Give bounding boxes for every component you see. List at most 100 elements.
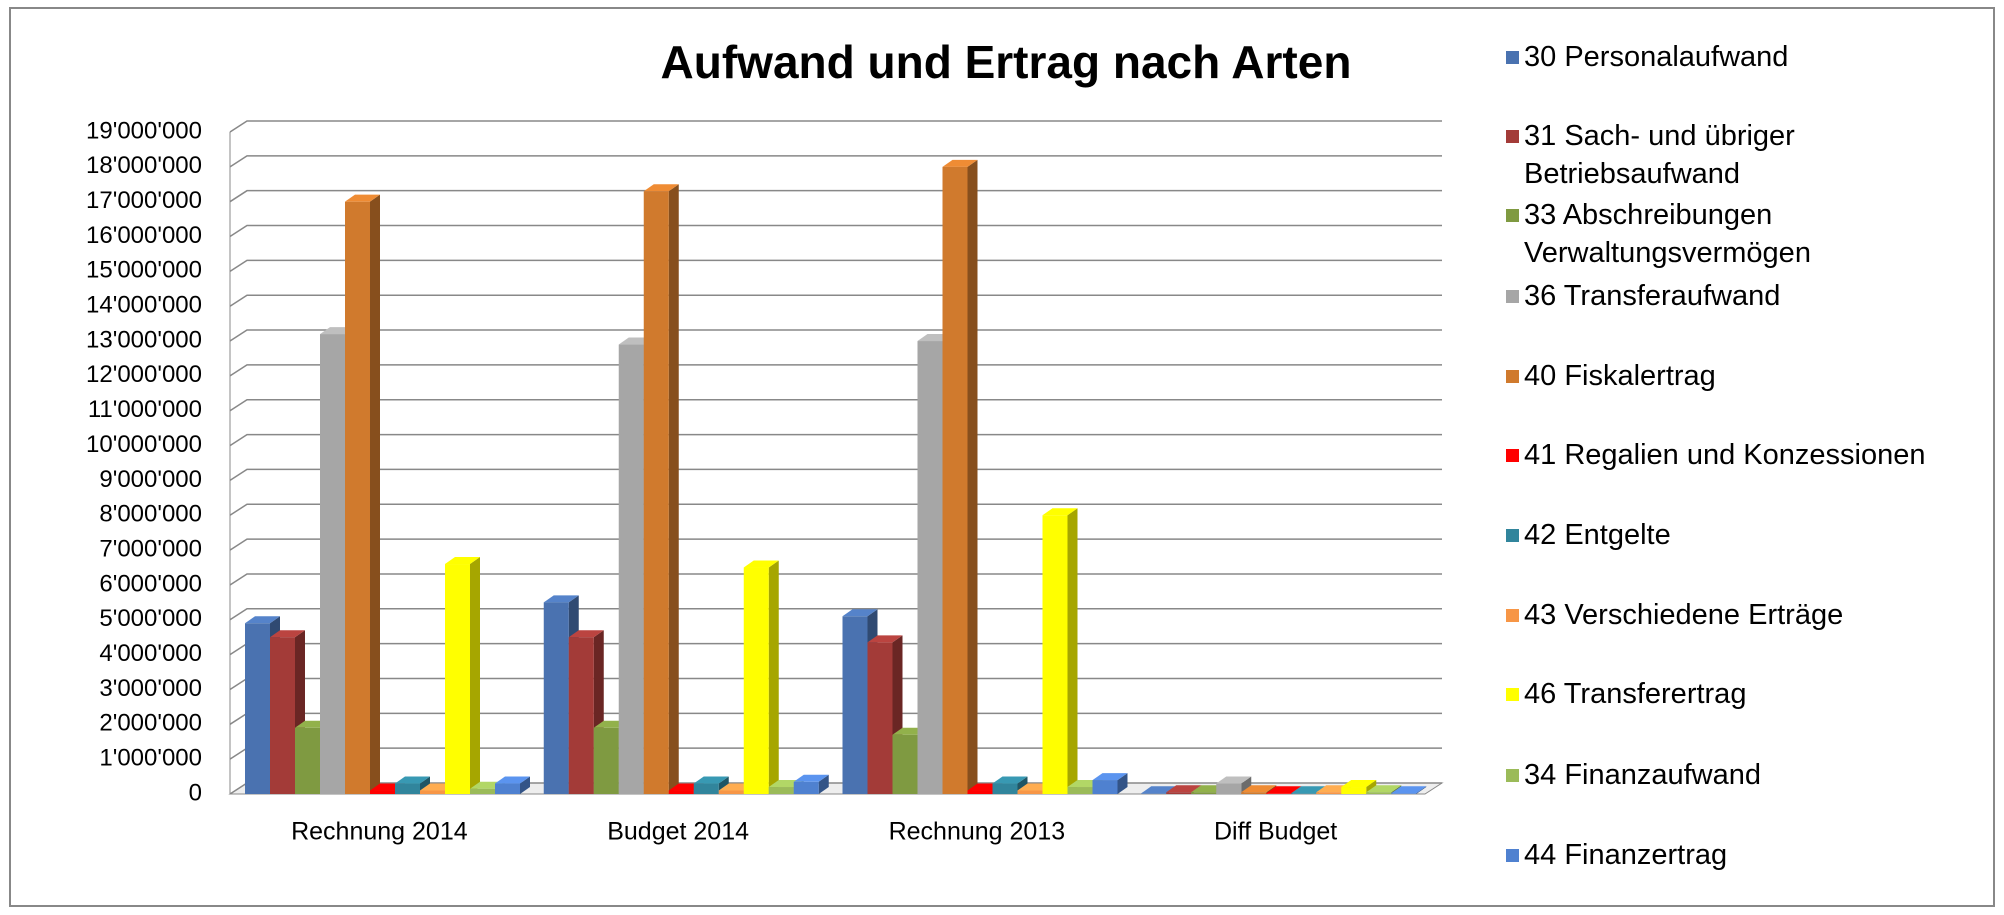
grid-line: [229, 364, 1442, 377]
y-tick-label: 14'000'000: [86, 292, 202, 319]
bar: [470, 788, 495, 794]
bar: [245, 623, 270, 794]
bar-top: [1391, 786, 1427, 794]
legend-label: 34 Finanzaufwand: [1524, 759, 1761, 791]
y-tick-label: 4'000'000: [99, 640, 202, 667]
bar: [1092, 780, 1118, 794]
x-tick-label: Rechnung 2013: [889, 818, 1066, 846]
legend-label: 36 Transferaufwand: [1524, 280, 1781, 312]
bar-top: [270, 630, 305, 638]
legend-swatch: [1506, 849, 1519, 862]
bar: [370, 790, 395, 794]
y-tick-label: 19'000'000: [86, 117, 202, 144]
y-tick-label: 6'000'000: [99, 570, 202, 597]
bar: [420, 790, 445, 794]
grid-line: [229, 155, 1442, 168]
grid-line: [229, 120, 1442, 133]
legend-label: 41 Regalien und Konzessionen: [1524, 439, 1926, 471]
legend-swatch: [1506, 209, 1519, 222]
bar: [618, 344, 644, 794]
y-tick-label: 9'000'000: [99, 466, 202, 493]
legend-label: 31 Sach- und übriger Betriebsaufwand: [1524, 120, 1795, 190]
bar: [1042, 515, 1068, 794]
legend-label: 43 Verschiedene Erträge: [1524, 599, 1844, 631]
bar: [718, 790, 744, 794]
y-tick-label: 1'000'000: [99, 745, 202, 772]
legend-swatch: [1506, 51, 1519, 64]
legend-swatch: [1506, 609, 1519, 622]
grid-line: [229, 538, 1442, 551]
bar: [568, 637, 594, 794]
bar: [867, 642, 893, 794]
bar-top: [245, 616, 280, 624]
bar-top: [543, 595, 579, 603]
bar: [1017, 790, 1043, 794]
legend-swatch: [1506, 688, 1519, 701]
chart-border: [9, 7, 1995, 907]
bar: [395, 783, 420, 794]
bar-top: [942, 159, 978, 167]
legend-swatch: [1506, 290, 1519, 303]
bar: [668, 790, 694, 794]
bar-top: [345, 194, 380, 202]
bar: [445, 564, 470, 794]
bar-side: [470, 557, 480, 794]
bar: [643, 191, 669, 795]
bar-top: [1166, 785, 1202, 793]
bar: [693, 783, 719, 794]
grid-line: [229, 747, 1442, 760]
y-tick-label: 13'000'000: [86, 326, 202, 353]
bar-top: [743, 560, 779, 568]
bar: [1391, 793, 1417, 794]
legend-swatch: [1506, 449, 1519, 462]
x-tick-label: Diff Budget: [1214, 818, 1337, 846]
y-tick-label: 15'000'000: [86, 257, 202, 284]
legend-label: 42 Entgelte: [1524, 519, 1671, 551]
bar-top: [495, 776, 530, 784]
grid-line: [229, 642, 1442, 656]
bar-top: [1092, 773, 1128, 781]
grid-line: [229, 573, 1442, 586]
y-tick-label: 5'000'000: [99, 605, 202, 632]
bar-top: [992, 776, 1028, 784]
grid-line: [229, 224, 1442, 238]
y-tick-label: 7'000'000: [99, 535, 202, 562]
bar: [992, 783, 1018, 794]
bar: [1067, 787, 1093, 794]
y-tick-label: 17'000'000: [86, 187, 202, 214]
y-tick-label: 16'000'000: [86, 222, 202, 249]
bar: [743, 567, 769, 794]
bar-top: [1266, 786, 1302, 794]
bar-side: [370, 194, 380, 794]
y-tick-label: 12'000'000: [86, 361, 202, 388]
bar-top: [1341, 780, 1377, 788]
bar: [320, 334, 345, 794]
grid-line: [229, 259, 1442, 272]
bar: [345, 201, 370, 794]
x-tick-label: Budget 2014: [607, 818, 749, 846]
bar: [295, 727, 320, 794]
bar: [1216, 783, 1242, 794]
bar-top: [793, 774, 829, 782]
bar: [793, 781, 819, 794]
grid-line: [229, 677, 1442, 691]
bar: [543, 602, 569, 794]
bar-top: [568, 630, 604, 638]
bar: [917, 341, 943, 794]
bar-top: [867, 635, 903, 643]
grid-line: [229, 608, 1442, 621]
bar: [593, 727, 619, 794]
bar-top: [643, 184, 679, 192]
bar: [1366, 792, 1392, 794]
bar-top: [445, 557, 480, 565]
bar-side: [967, 159, 978, 794]
bar: [495, 783, 520, 794]
legend-label: 40 Fiskalertrag: [1524, 360, 1716, 392]
bar-side: [668, 184, 679, 795]
bar-side: [768, 560, 779, 794]
bar-top: [395, 776, 430, 784]
y-tick-label: 18'000'000: [86, 152, 202, 179]
legend-label: 44 Finanzertrag: [1524, 839, 1728, 871]
legend-swatch: [1506, 769, 1519, 782]
bar-side: [1117, 773, 1128, 794]
